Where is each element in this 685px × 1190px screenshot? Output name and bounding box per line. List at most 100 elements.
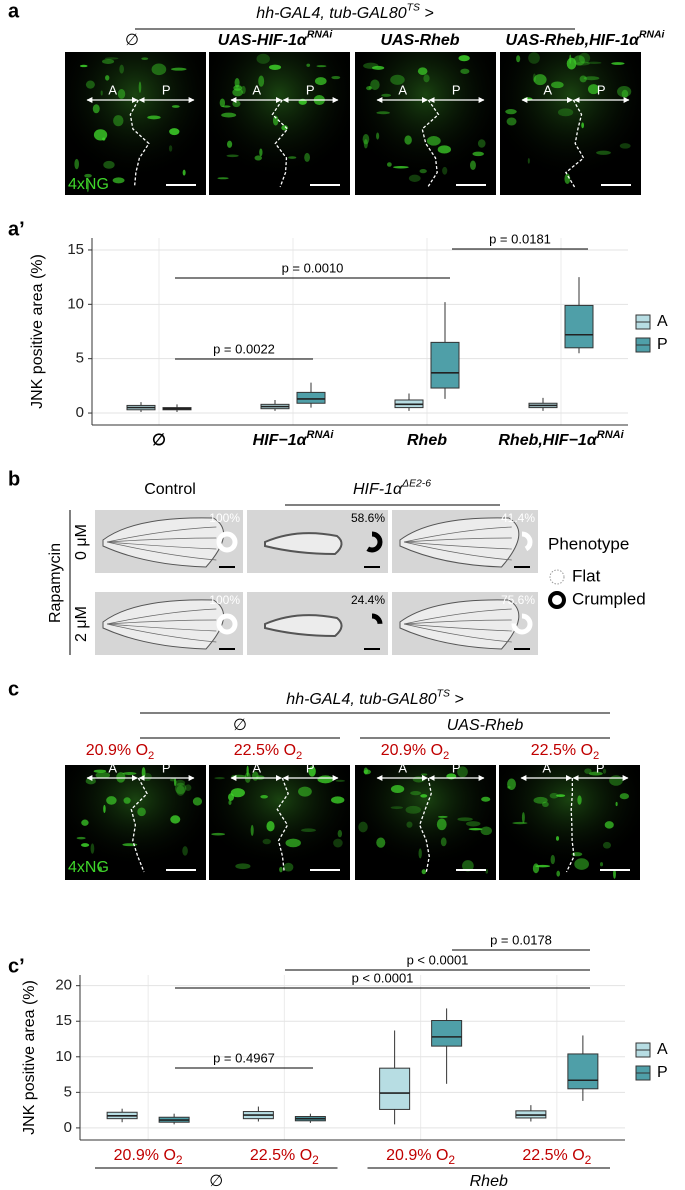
micrograph-signal (557, 108, 574, 117)
micrograph-signal (417, 67, 428, 75)
micrograph-signal (457, 766, 468, 778)
legend-label: A (657, 313, 668, 330)
micrograph-glow (65, 52, 206, 195)
micrograph-glow (500, 52, 641, 195)
micrograph-signal (602, 768, 607, 774)
phenotype-donut (361, 531, 383, 553)
y-axis-label: JNK positive area (%) (29, 254, 46, 409)
micrograph-signal (337, 829, 343, 838)
y-tick-label: 5 (76, 350, 84, 367)
group-label-main: ∅ (233, 717, 247, 734)
compartment-boundary (271, 99, 289, 188)
micrograph-signal (79, 64, 88, 68)
phenotype-donut (511, 613, 533, 635)
significance-label: p = 0.0178 (490, 932, 552, 947)
micrograph-signal (169, 128, 180, 136)
micrograph-signal (226, 140, 233, 148)
micrograph-signal (535, 864, 551, 868)
wing-vein (106, 619, 217, 625)
condition-label: 20.9% O2 (86, 742, 155, 762)
micrograph-signal (272, 115, 279, 126)
x-tick-label: Rheb (407, 432, 447, 449)
wing-percent: 100% (209, 593, 240, 607)
significance-label: p = 0.0181 (489, 231, 551, 246)
micrograph-signal (331, 75, 341, 80)
x-tick-label-main: Rheb (407, 432, 447, 449)
micrograph-signal (151, 63, 167, 76)
micrograph-signal (533, 796, 548, 804)
x-tick-label-sub: 2 (448, 1153, 455, 1167)
box (564, 304, 594, 349)
micrograph-signal (617, 86, 632, 98)
micrograph-signal (335, 779, 346, 782)
micrograph-signal (569, 54, 572, 64)
micrograph-signal (301, 828, 316, 833)
dose-label: 2 μM (73, 606, 90, 642)
micrograph-signal (521, 812, 525, 824)
column-label: HIF-1αΔE2-6 (353, 478, 431, 498)
micrograph-signal (80, 843, 90, 847)
micrograph-signal (81, 819, 89, 826)
panel-letter: a’ (8, 218, 25, 240)
treatment-label: Rapamycin (47, 543, 64, 623)
micrograph-signal (105, 75, 110, 81)
micrograph-signal (104, 57, 119, 60)
micrograph-signal (549, 792, 559, 799)
micrograph-signal (235, 863, 251, 870)
legend-label: Crumpled (572, 589, 646, 608)
y-tick-label: 10 (55, 1048, 72, 1065)
micrograph-signal (516, 55, 521, 63)
wing-vein (106, 537, 217, 543)
micrograph-signal (232, 100, 241, 108)
micrograph-signal (555, 836, 560, 841)
micrograph-signal (408, 174, 421, 182)
x-tick-label-sup: RNAi (597, 429, 625, 441)
y-tick-label: 5 (64, 1083, 72, 1100)
condition-label: 20.9% O2 (381, 742, 450, 762)
wing (399, 517, 520, 568)
compartment-boundary (129, 99, 150, 188)
posterior-label: P (306, 760, 315, 775)
wing-vein (403, 623, 512, 632)
micrograph-signal (506, 117, 517, 126)
micrograph-signal (304, 152, 311, 162)
x-tick-label-main: HIF−1α (253, 432, 308, 449)
legend-title: Phenotype (548, 534, 629, 553)
micrograph-signal (587, 84, 600, 95)
group-label: UAS-Rheb (447, 717, 524, 734)
y-tick-label: 15 (55, 1012, 72, 1029)
micrograph-signal (103, 160, 115, 169)
posterior-label: P (162, 760, 171, 775)
wing (264, 614, 343, 638)
micrograph-signal (221, 112, 237, 118)
micrograph-signal (222, 105, 231, 108)
condition-label-sub: 2 (148, 750, 154, 762)
micrograph-signal (423, 74, 430, 83)
micrograph-signal (596, 150, 611, 155)
x-tick-label-sub: 2 (176, 1153, 183, 1167)
micrograph-signal (457, 817, 473, 822)
y-tick-label: 10 (67, 295, 84, 312)
x-tick-label: 22.5% O2 (522, 1147, 591, 1167)
micrograph-signal (615, 801, 618, 807)
micrograph-signal (184, 784, 192, 792)
micrograph-signal (437, 815, 448, 818)
genotype-end: > (450, 691, 464, 708)
micrograph-signal (485, 869, 489, 874)
box (567, 1053, 599, 1090)
panel-letter: b (8, 468, 20, 490)
condition-label-main: 20.9% O (86, 742, 148, 759)
x-tick-label-main: 20.9% O (386, 1147, 448, 1164)
micrograph-signal (404, 135, 412, 145)
micrograph-signal (283, 862, 294, 872)
box (296, 391, 326, 404)
micrograph-signal (556, 870, 561, 877)
micrograph-signal (436, 818, 447, 831)
micrograph-signal (92, 104, 100, 114)
x-tick-label-main: Rheb,HIF−1α (498, 432, 597, 449)
micrograph-signal (376, 111, 390, 115)
plot-area (92, 238, 628, 425)
x-tick-label-main: 22.5% O (522, 1147, 584, 1164)
anterior-label: A (252, 82, 261, 97)
micrograph-signal (470, 160, 476, 171)
